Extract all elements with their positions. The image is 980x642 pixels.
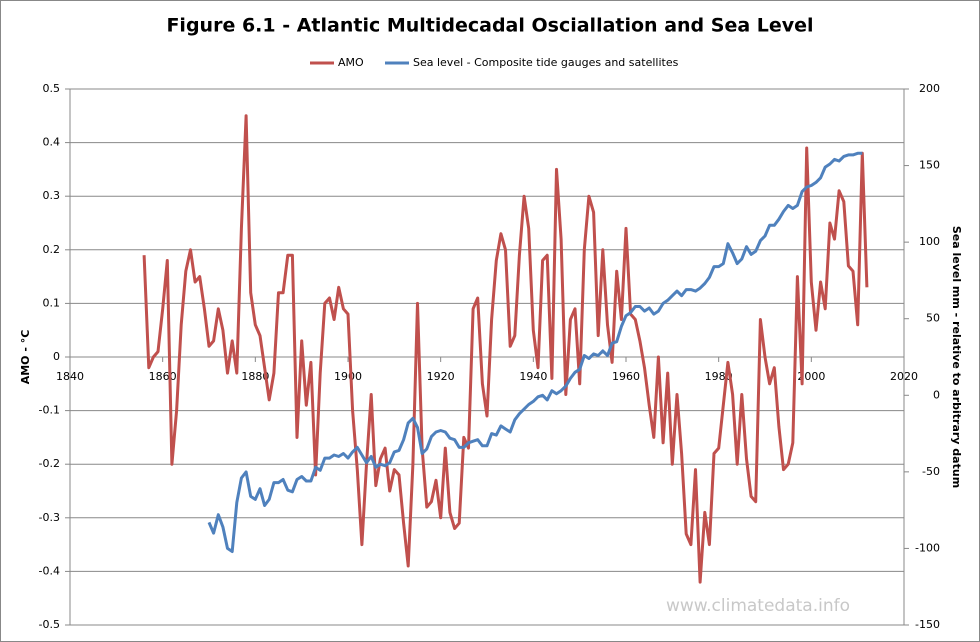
x-tick-label: 1840 <box>56 370 84 383</box>
y-tick-label: 0.5 <box>43 82 61 95</box>
legend-label: Sea level - Composite tide gauges and sa… <box>413 56 679 69</box>
y2-tick-label: 50 <box>926 312 940 325</box>
y-tick-label: -0.4 <box>39 564 60 577</box>
y2-tick-label: -50 <box>922 465 940 478</box>
y-tick-label: 0.1 <box>43 296 61 309</box>
y-tick-label: 0.4 <box>43 136 61 149</box>
y-tick-label: -0.5 <box>39 618 60 631</box>
x-tick-label: 1900 <box>334 370 362 383</box>
x-tick-label: 2020 <box>890 370 918 383</box>
chart-title: Figure 6.1 - Atlantic Multidecadal Oscia… <box>166 15 813 37</box>
watermark: www.climatedata.info <box>666 596 850 616</box>
y-axis-label: AMO - °C <box>19 330 32 385</box>
y-tick-label: -0.1 <box>39 404 60 417</box>
series-line <box>207 151 863 553</box>
y2-tick-label: -100 <box>915 541 940 554</box>
x-tick-label: 2000 <box>797 370 825 383</box>
y2-tick-label: 150 <box>919 159 940 172</box>
x-tick-label: 1960 <box>612 370 640 383</box>
x-tick-label: 1920 <box>427 370 455 383</box>
y-tick-label: -0.2 <box>39 457 60 470</box>
x-tick-label: 1860 <box>149 370 177 383</box>
x-tick-label: 1880 <box>241 370 269 383</box>
y-tick-label: 0.2 <box>43 243 61 256</box>
legend-label: AMO <box>338 56 364 69</box>
y2-tick-label: 200 <box>919 82 940 95</box>
series-line <box>142 114 869 584</box>
y-tick-label: -0.3 <box>39 511 60 524</box>
y-tick-label: 0.3 <box>43 189 61 202</box>
y2-tick-label: 100 <box>919 235 940 248</box>
y2-tick-label: -150 <box>915 618 940 631</box>
x-tick-label: 1940 <box>519 370 547 383</box>
y-tick-label: 0 <box>53 350 60 363</box>
y2-tick-label: 0 <box>933 388 940 401</box>
y2-axis-label: Sea level mm - relative to arbitrary dat… <box>950 226 963 488</box>
